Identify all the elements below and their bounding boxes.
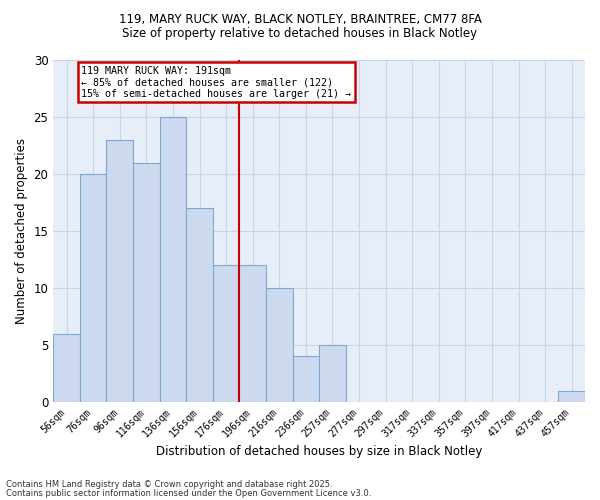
Text: Contains public sector information licensed under the Open Government Licence v3: Contains public sector information licen… (6, 488, 371, 498)
Bar (186, 208, 213, 402)
Text: 119 MARY RUCK WAY: 191sqm
← 85% of detached houses are smaller (122)
15% of semi: 119 MARY RUCK WAY: 191sqm ← 85% of detac… (81, 66, 351, 99)
Bar (160, 117, 186, 402)
Bar (559, 390, 585, 402)
Bar (239, 266, 266, 402)
Bar (293, 356, 319, 402)
Bar (213, 266, 239, 402)
Text: Size of property relative to detached houses in Black Notley: Size of property relative to detached ho… (122, 28, 478, 40)
Bar (319, 345, 346, 402)
Bar (106, 140, 133, 402)
Bar (266, 288, 293, 402)
Y-axis label: Number of detached properties: Number of detached properties (15, 138, 28, 324)
Bar (133, 162, 160, 402)
X-axis label: Distribution of detached houses by size in Black Notley: Distribution of detached houses by size … (156, 444, 482, 458)
Bar (53, 334, 80, 402)
Bar (80, 174, 106, 402)
Text: Contains HM Land Registry data © Crown copyright and database right 2025.: Contains HM Land Registry data © Crown c… (6, 480, 332, 489)
Text: 119, MARY RUCK WAY, BLACK NOTLEY, BRAINTREE, CM77 8FA: 119, MARY RUCK WAY, BLACK NOTLEY, BRAINT… (119, 12, 481, 26)
